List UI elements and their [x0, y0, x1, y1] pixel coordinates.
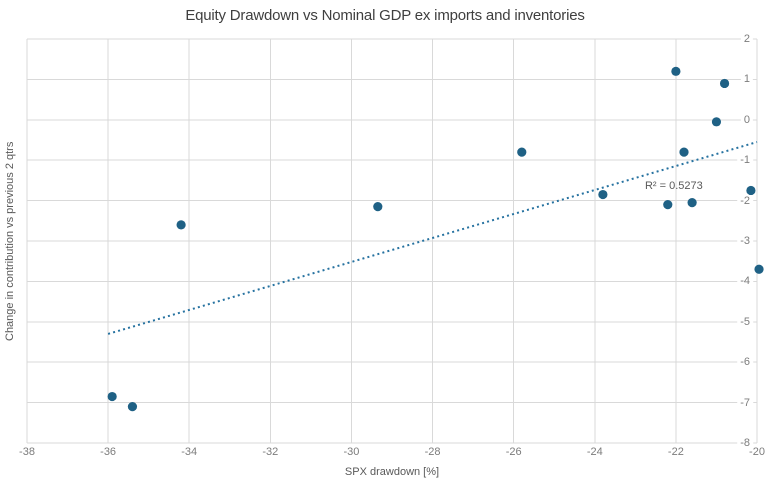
scatter-point [598, 189, 608, 200]
scatter-point [663, 200, 673, 210]
y-axis-title: Change in contribution vs previous 2 qtr… [4, 141, 16, 341]
scatter-point [671, 66, 681, 76]
y-tick-label: 2 [740, 33, 753, 45]
scatter-point [517, 147, 527, 157]
x-tick-label: -38 [19, 446, 35, 458]
scatter-point [373, 202, 383, 212]
r-squared-label: R² = 0.5273 [644, 180, 703, 193]
y-tick-label: 1 [740, 73, 753, 86]
scatter-point [754, 264, 764, 274]
trendline [107, 141, 758, 335]
x-tick-label: -28 [424, 446, 441, 458]
scatter-point [107, 391, 117, 402]
scatter-point [176, 220, 186, 230]
y-tick-label: -8 [737, 437, 753, 449]
x-tick-label: -32 [262, 446, 279, 458]
y-tick-label: -1 [737, 154, 753, 167]
y-tick-label: 0 [740, 113, 753, 126]
plot-area [26, 38, 764, 444]
scatter-point [127, 402, 138, 412]
y-tick-label: -3 [737, 235, 753, 247]
x-tick-label: -34 [181, 446, 198, 458]
chart-title: Equity Drawdown vs Nominal GDP ex import… [185, 7, 585, 24]
x-tick-label: -24 [586, 446, 603, 458]
y-tick-label: -5 [737, 315, 753, 328]
scatter-point [679, 147, 689, 157]
y-tick-label: -2 [737, 194, 753, 207]
y-tick-label: -7 [737, 396, 753, 409]
x-tick-label: -20 [749, 446, 765, 458]
y-tick-label: -6 [737, 356, 753, 369]
x-axis-title: SPX drawdown [%] [344, 466, 440, 478]
x-tick-label: -30 [343, 446, 360, 458]
x-tick-label: -26 [505, 446, 522, 458]
y-tick-label: -4 [737, 275, 753, 288]
scatter-point [711, 117, 722, 127]
scatter-point [687, 198, 697, 208]
scatter-point [719, 78, 730, 89]
scatter-point [746, 185, 756, 196]
x-tick-label: -22 [667, 446, 684, 458]
x-tick-label: -36 [100, 446, 117, 458]
